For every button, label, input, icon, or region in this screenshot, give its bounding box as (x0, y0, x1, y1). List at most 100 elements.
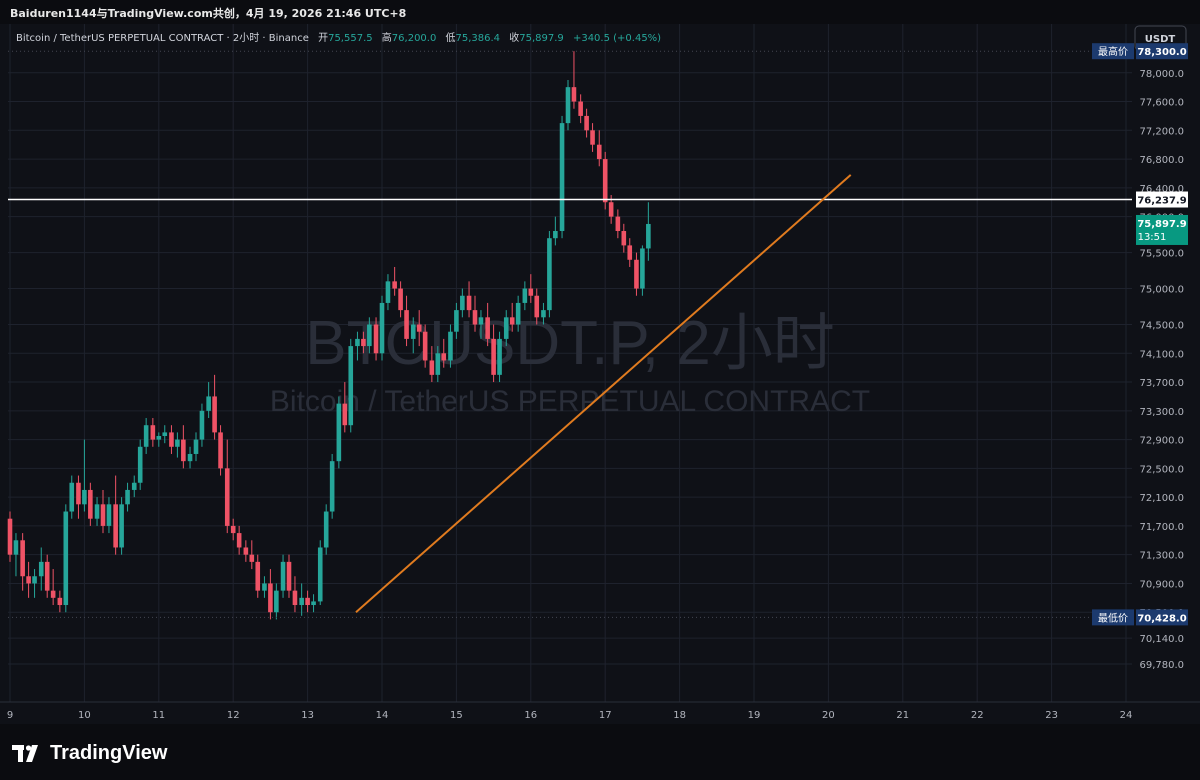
price-tick-label: 71,700.0 (1139, 522, 1184, 533)
lowest-price-marker: 最低价 70,428.0 (8, 609, 1188, 626)
price-tick-label: 78,000.0 (1139, 69, 1184, 80)
candle-body (342, 403, 348, 426)
candle-body (69, 482, 75, 512)
candle-body (162, 432, 168, 436)
time-tick-label: 10 (78, 710, 91, 721)
candle-body (472, 310, 478, 325)
candle-body (280, 561, 286, 591)
legend-low: 75,386.4 (456, 33, 501, 44)
legend-high-label: 高 (382, 31, 392, 44)
candle-body (497, 338, 502, 375)
currency-button-label: USDT (1145, 34, 1176, 45)
price-tick-label: 72,100.0 (1139, 493, 1184, 504)
candle-body (113, 504, 118, 548)
candle-body (230, 525, 236, 534)
candle-body (441, 353, 447, 361)
candle-body (94, 504, 100, 519)
highest-price-marker: 最高价 78,300.0 (8, 43, 1188, 60)
candle-body (398, 288, 403, 311)
attribution-text: Baiduren1144与TradingView.com共创，4月 19, 20… (10, 7, 407, 20)
legend-close-label: 收 (509, 31, 519, 44)
candle-body (7, 518, 13, 555)
price-tick-label: 71,300.0 (1139, 551, 1184, 562)
price-tick-label: 74,100.0 (1139, 349, 1184, 360)
candle-body (125, 489, 130, 505)
candle-body (608, 202, 614, 217)
trendline[interactable] (355, 174, 852, 613)
current-price-badge: 75,897.9 13:51 (1136, 214, 1188, 245)
time-tick-label: 19 (748, 710, 761, 721)
candle-body (88, 489, 93, 519)
candle-body (422, 331, 428, 361)
legend-open-label: 开 (318, 33, 328, 44)
candles-layer (7, 51, 651, 620)
candle-body (448, 331, 453, 361)
candle-body (262, 583, 267, 591)
tradingview-brand[interactable]: TradingView (12, 742, 167, 765)
time-tick-label: 17 (599, 710, 612, 721)
time-tick-label: 18 (673, 710, 686, 721)
candle-body (13, 540, 19, 555)
candle-body (44, 561, 50, 591)
candle-body (299, 597, 304, 606)
candle-body (236, 533, 242, 548)
candle-body (175, 439, 180, 447)
price-tick-label: 74,500.0 (1139, 321, 1184, 332)
candle-body (187, 453, 193, 462)
candle-body (485, 317, 490, 339)
attribution-bar: Baiduren1144与TradingView.com共创，4月 19, 20… (0, 0, 1200, 24)
candle-body (274, 590, 279, 613)
footer-bar: TradingView (0, 724, 1200, 780)
time-tick-label: 16 (524, 710, 537, 721)
candle-body (76, 482, 81, 505)
tradingview-wordmark: TradingView (50, 742, 168, 764)
candle-body (590, 130, 595, 145)
candle-body (454, 310, 459, 332)
horizontal-line-value: 76,237.9 (1137, 196, 1186, 207)
candle-body (646, 223, 651, 249)
candle-body (503, 317, 509, 339)
chart-background (0, 24, 1200, 724)
candle-body (156, 435, 162, 440)
watermark-symbol: BTCUSDT.P, 2小时 (305, 309, 834, 378)
time-axis[interactable]: 9 10 11 12 13 14 15 16 17 18 19 20 21 22 23 24 (7, 710, 1133, 721)
candle-body (26, 576, 31, 584)
countdown-timer: 13:51 (1138, 232, 1167, 243)
current-price-value: 75,897.9 (1137, 219, 1186, 230)
lowest-value: 70,428.0 (1137, 613, 1186, 624)
candle-body (565, 87, 571, 124)
horizontal-line-badge: 76,237.9 (1136, 191, 1188, 208)
tradingview-logo-icon (12, 744, 38, 762)
price-chart[interactable]: BTCUSDT.P, 2小时 Bitcoin / TetherUS PERPET… (0, 24, 1200, 724)
candle-body (466, 295, 472, 311)
candle-body (317, 547, 323, 602)
candle-body (491, 338, 496, 375)
legend-open: 75,557.5 (328, 33, 373, 44)
candle-body (429, 360, 435, 375)
lowest-label: 最低价 (1098, 611, 1128, 624)
candle-body (57, 597, 63, 606)
candle-body (106, 504, 112, 526)
candle-body (292, 590, 298, 606)
candle-body (602, 159, 608, 203)
candle-body (193, 439, 199, 454)
candle-body (311, 601, 316, 606)
candle-body (634, 259, 639, 289)
candle-body (305, 597, 310, 606)
price-tick-label: 77,600.0 (1139, 98, 1184, 109)
candle-body (38, 561, 44, 577)
candle-body (323, 511, 329, 548)
candle-body (224, 468, 230, 526)
candle-body (640, 248, 645, 289)
candle-body (627, 245, 633, 260)
candle-body (478, 317, 484, 325)
legend-low-label: 低 (446, 31, 456, 44)
price-tick-label: 69,780.0 (1139, 660, 1184, 671)
time-tick-label: 11 (152, 710, 165, 721)
time-tick-label: 13 (301, 710, 314, 721)
candle-body (615, 216, 621, 232)
candle-body (385, 281, 391, 303)
candle-body (361, 338, 366, 347)
candle-body (150, 425, 156, 440)
candle-body (355, 338, 360, 347)
